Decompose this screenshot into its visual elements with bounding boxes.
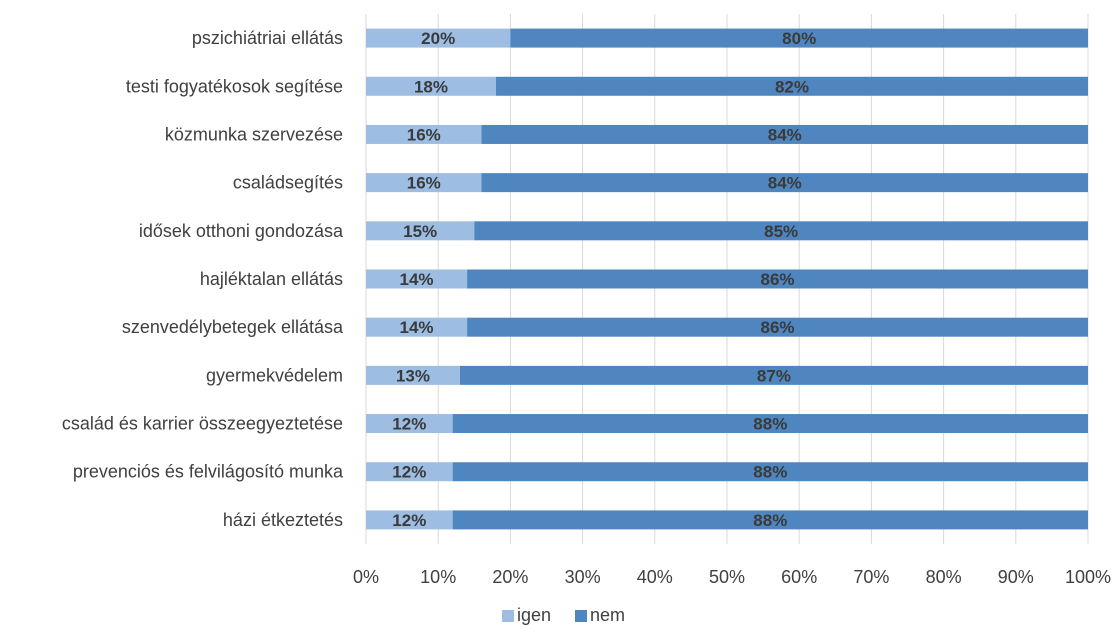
bar-segment-nem	[510, 28, 1088, 48]
category-label: családsegítés	[233, 173, 343, 193]
category-label: idősek otthoni gondozása	[139, 221, 344, 241]
bar-segment-nem	[495, 76, 1089, 96]
bars: 20% 80% 18% 82% 16% 84% 16% 84% 15% 85% 14% 86% 14% 8…	[366, 28, 1089, 530]
bar-segment-igen	[366, 462, 453, 482]
data-label-nem: 86%	[761, 270, 795, 289]
bar-segment-nem	[452, 510, 1088, 530]
x-axis-tick-labels: 0% 10% 20% 30% 40% 50% 60% 70% 80% 90% 100%	[353, 567, 1111, 587]
x-tick-label: 10%	[420, 567, 456, 587]
category-label: hajléktalan ellátás	[200, 269, 343, 289]
legend-swatch-igen	[502, 610, 514, 622]
x-tick-label: 80%	[926, 567, 962, 587]
legend-label-igen: igen	[517, 605, 551, 625]
data-label-igen: 18%	[414, 77, 448, 96]
bar-segment-igen	[366, 28, 511, 48]
bar-segment-nem	[452, 414, 1088, 434]
category-label: közmunka szervezése	[165, 124, 343, 144]
data-label-igen: 16%	[407, 174, 441, 193]
data-label-igen: 12%	[392, 415, 426, 434]
data-label-nem: 88%	[753, 463, 787, 482]
category-label: pszichiátriai ellátás	[192, 28, 343, 48]
category-labels: pszichiátriai ellátás testi fogyatékosok …	[62, 28, 344, 530]
bar-segment-igen	[366, 221, 475, 241]
category-label: gyermekvédelem	[206, 365, 343, 385]
legend: igen nem	[502, 605, 625, 625]
data-label-igen: 16%	[407, 125, 441, 144]
data-label-igen: 20%	[421, 29, 455, 48]
x-tick-label: 30%	[565, 567, 601, 587]
data-label-nem: 88%	[753, 511, 787, 530]
bar-segment-nem	[467, 317, 1089, 337]
category-label: prevenciós és felvilágosító munka	[73, 462, 344, 482]
bar-segment-igen	[366, 365, 460, 385]
x-tick-label: 70%	[853, 567, 889, 587]
bar-segment-igen	[366, 414, 453, 434]
x-tick-label: 50%	[709, 567, 745, 587]
bar-segment-igen	[366, 510, 453, 530]
data-label-igen: 15%	[403, 222, 437, 241]
bar-segment-igen	[366, 124, 482, 144]
bar-segment-nem	[467, 269, 1089, 289]
bar-segment-nem	[481, 124, 1088, 144]
legend-swatch-nem	[575, 610, 587, 622]
data-label-nem: 84%	[768, 174, 802, 193]
x-tick-label: 0%	[353, 567, 379, 587]
data-label-igen: 14%	[400, 270, 434, 289]
bar-segment-igen	[366, 173, 482, 193]
data-label-igen: 14%	[400, 318, 434, 337]
data-label-igen: 12%	[392, 511, 426, 530]
bar-segment-igen	[366, 76, 496, 96]
x-tick-label: 100%	[1065, 567, 1111, 587]
bar-segment-igen	[366, 317, 468, 337]
bar-segment-nem	[459, 365, 1088, 385]
category-label: szenvedélybetegek ellátása	[122, 317, 344, 337]
bar-segment-igen	[366, 269, 468, 289]
x-tick-label: 90%	[998, 567, 1034, 587]
data-label-nem: 87%	[757, 366, 791, 385]
x-tick-label: 60%	[781, 567, 817, 587]
legend-label-nem: nem	[590, 605, 625, 625]
data-label-nem: 85%	[764, 222, 798, 241]
category-label: család és karrier összeegyeztetése	[62, 414, 343, 434]
category-label: testi fogyatékosok segítése	[126, 76, 343, 96]
category-label: házi étkeztetés	[223, 510, 343, 530]
data-label-nem: 82%	[775, 77, 809, 96]
bar-segment-nem	[452, 462, 1088, 482]
data-label-igen: 13%	[396, 366, 430, 385]
bar-segment-nem	[481, 173, 1088, 193]
bar-segment-nem	[474, 221, 1088, 241]
x-tick-label: 40%	[637, 567, 673, 587]
data-label-nem: 86%	[761, 318, 795, 337]
data-label-nem: 88%	[753, 415, 787, 434]
x-tick-label: 20%	[492, 567, 528, 587]
data-label-nem: 84%	[768, 125, 802, 144]
data-label-nem: 80%	[782, 29, 816, 48]
data-label-igen: 12%	[392, 463, 426, 482]
